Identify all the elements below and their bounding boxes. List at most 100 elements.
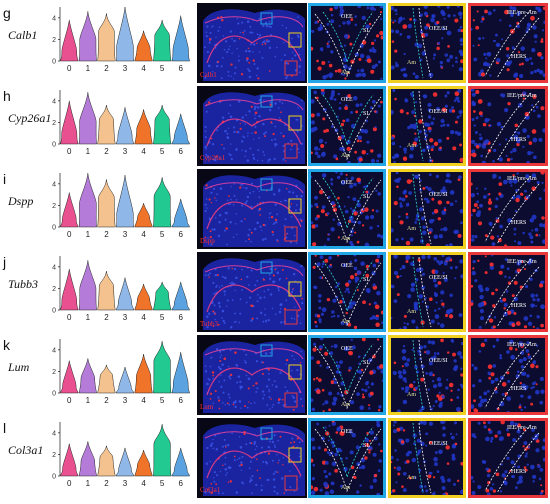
zoom-image [311,421,383,495]
violin-shape [134,450,153,477]
panel-letter: i [3,171,7,187]
histology-overview: Calb1 [197,3,307,83]
zoom-panel-blue: OEE SI Am [308,3,386,83]
violin-shape [134,109,153,145]
roi-box-blue [260,427,273,440]
violin-plot: 0 2 4 0 1 2 3 4 5 6 [52,90,190,156]
roi-box-red [284,475,298,491]
panel-row: k Lum 0 2 4 0 1 2 3 4 5 6 Lum OEE SI Am OEE/SI Am IEE/pre-… [0,335,550,415]
tissue-section [197,86,307,166]
y-tick-label: 4 [52,15,56,22]
y-tick-label: 0 [52,225,56,232]
gene-label: Lum [8,360,30,374]
gene-label: Dspp [8,194,34,208]
cluster-label: 4 [141,230,146,239]
zoom-panel-yellow: OEE/SI Am [388,335,466,415]
cluster-label: 2 [104,64,109,73]
violin-shape [171,447,190,477]
violin-shape [134,30,153,62]
cluster-label: 5 [160,147,165,156]
y-tick-label: 2 [52,369,56,376]
label-oee: OEE [341,180,353,186]
cluster-label: 0 [67,147,72,156]
violin-shape [78,358,98,394]
cluster-label: 3 [123,147,128,156]
zoom-panel-blue: OEE SI Am [308,252,386,332]
y-tick-label: 4 [52,347,56,354]
roi-box-red [284,309,298,325]
panel-row: h Cyp26a1 0 2 4 0 1 2 3 4 5 6 Cyp26a1 OEE SI Am OEE/SI Am… [0,86,550,166]
zoom-panel-yellow: OEE/SI Am [388,86,466,166]
y-tick-label: 2 [52,203,56,210]
label-oee-si: OEE/SI [429,26,448,32]
violin-plot: 0 2 4 0 1 2 3 4 5 6 [52,6,190,73]
zoom-image [311,338,383,412]
cluster-label: 6 [178,64,183,73]
y-tick-label: 0 [52,59,56,66]
zoom-image [471,338,545,412]
y-tick-label: 0 [52,142,56,149]
cluster-label: 3 [123,313,128,322]
label-oee-si: OEE/SI [429,275,448,281]
label-am: Am [341,70,350,76]
roi-box-red [284,143,298,159]
y-tick-label: 0 [52,391,56,398]
zoom-image [471,6,545,80]
label-am: Am [407,475,416,481]
label-oee: OEE [341,14,353,20]
gene-label: Cyp26a1 [8,111,52,125]
label-am: Am [341,485,350,491]
label-hers: HERS [511,469,527,475]
violin-shape [60,192,79,228]
cluster-label: 6 [178,479,183,488]
label-am: Am [407,226,416,232]
cluster-label: 1 [86,396,91,405]
violin-shape [115,6,135,62]
zoom-panel-red: IEE/pre-Am HERS [468,335,548,415]
violin-shape [78,11,98,62]
violin-shape [60,19,79,62]
zoom-panel-yellow: OEE/SI Am [388,169,466,249]
cluster-label: 1 [86,64,91,73]
violin-shape [115,175,135,228]
violin-shape [97,445,116,477]
violin-shape [78,172,98,228]
tissue-section [197,418,307,498]
y-tick-label: 4 [52,430,56,437]
violin-plot: 0 2 4 0 1 2 3 4 5 6 [52,422,190,488]
label-oee: OEE [341,429,353,435]
label-iee-pre-am: IEE/pre-Am [507,10,537,16]
zoom-panel-blue: OEE SI Am [308,418,386,498]
violin-shape [115,367,135,394]
cluster-label: 2 [104,479,109,488]
label-oee: OEE [341,97,353,103]
panel-letter: g [3,5,11,21]
violin-shape [152,19,172,62]
label-oee: OEE [341,346,353,352]
label-am: Am [407,392,416,398]
label-hers: HERS [511,220,527,226]
cluster-label: 1 [86,147,91,156]
violin-shape [134,284,153,311]
violin-shape [78,441,98,477]
cluster-label: 6 [178,313,183,322]
gene-label: Col3a1 [8,443,44,457]
cluster-label: 4 [141,64,146,73]
y-tick-label: 2 [52,286,56,293]
violin-shape [97,271,116,311]
panel-letter: j [3,254,7,270]
violin-shape [78,260,98,311]
zoom-image [471,89,545,163]
y-tick-label: 4 [52,181,56,188]
cluster-label: 0 [67,479,72,488]
panel-row: g Calb1 0 2 4 0 1 2 3 4 5 6 Calb1 OEE SI Am OEE/SI Am IEE/… [0,3,550,83]
label-oee-si: OEE/SI [429,109,448,115]
violin-shape [134,203,153,228]
cluster-label: 3 [123,396,128,405]
violin-shape [171,351,190,394]
stain-label: Tubb3 [200,320,219,328]
roi-box-blue [260,344,273,357]
cluster-label: 2 [104,396,109,405]
violin-shape [60,360,79,394]
